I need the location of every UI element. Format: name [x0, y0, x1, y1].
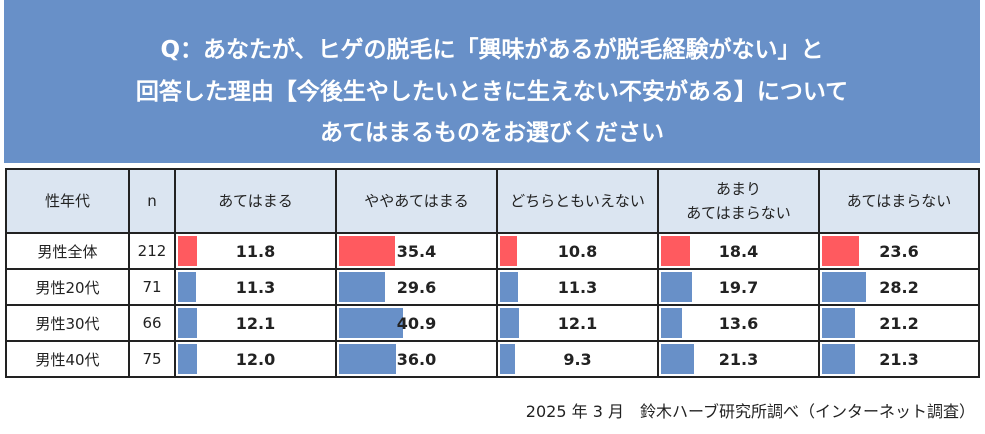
table-row: 男性40代 75 12.0 36.0 9.3 21.3 21.3 [5, 340, 980, 378]
value-cell: 12.0 [174, 340, 337, 378]
value-bar [822, 344, 856, 374]
value-bar [822, 236, 860, 266]
value-bar [178, 344, 197, 374]
value-bar [178, 236, 197, 266]
value-bar [661, 272, 692, 302]
title-line-2: 回答した理由【今後生やしたいときに生えない不安がある】について [135, 79, 849, 105]
value-label: 13.6 [718, 313, 759, 333]
value-cell: 10.8 [496, 232, 659, 270]
value-label: 23.6 [879, 241, 919, 261]
column-header: あてはまる [174, 168, 337, 234]
value-bar [339, 272, 386, 302]
column-header: あまり あてはまらない [657, 168, 820, 234]
value-cell: 11.8 [174, 232, 337, 270]
value-label: 11.3 [557, 277, 598, 297]
value-bar [339, 236, 395, 266]
row-label: 男性全体 [5, 232, 130, 270]
value-label: 35.4 [396, 241, 437, 261]
column-header: n [128, 168, 176, 234]
row-label: 男性40代 [5, 340, 130, 378]
value-cell: 12.1 [496, 304, 659, 342]
value-label: 18.4 [718, 241, 759, 261]
value-cell: 21.3 [657, 340, 820, 378]
value-label: 40.9 [396, 313, 437, 333]
value-cell: 11.3 [174, 268, 337, 306]
value-bar [661, 308, 683, 338]
value-label: 36.0 [396, 349, 437, 369]
table-row: 男性全体 212 11.8 35.4 10.8 18.4 23.6 [5, 232, 980, 270]
value-cell: 11.3 [496, 268, 659, 306]
value-bar [339, 308, 404, 338]
value-bar [178, 272, 196, 302]
column-header: あてはまらない [818, 168, 980, 234]
value-cell: 35.4 [335, 232, 498, 270]
question-header: Q：あなたが、ヒゲの脱毛に「興味があるが脱毛経験がない」と 回答した理由【今後生… [4, 0, 980, 163]
title-line-3: あてはまるものをお選びください [319, 120, 665, 146]
sample-size: 66 [128, 304, 176, 342]
column-header: 性年代 [5, 168, 130, 234]
value-bar [822, 308, 856, 338]
value-label: 29.6 [396, 277, 437, 297]
sample-size: 212 [128, 232, 176, 270]
value-cell: 40.9 [335, 304, 498, 342]
sample-size: 71 [128, 268, 176, 306]
value-bar [178, 308, 197, 338]
value-bar [500, 272, 518, 302]
value-label: 28.2 [879, 277, 919, 297]
value-label: 12.1 [557, 313, 598, 333]
value-bar [822, 272, 867, 302]
value-label: 9.3 [563, 349, 592, 369]
results-table: 性年代 n あてはまる ややあてはまる どちらともいえない あまり あてはまらない あてはま… [5, 168, 980, 378]
value-cell: 21.3 [818, 340, 980, 378]
value-label: 21.3 [718, 349, 759, 369]
value-label: 11.3 [235, 277, 276, 297]
value-bar [500, 236, 517, 266]
source-footer: 2025 年 3 月 鈴木ハーブ研究所調べ（インターネット調査） [525, 402, 975, 421]
title-line-1: Q：あなたが、ヒゲの脱毛に「興味があるが脱毛経験がない」と [160, 37, 824, 63]
value-label: 12.0 [235, 349, 276, 369]
column-header: どちらともいえない [496, 168, 659, 234]
value-cell: 21.2 [818, 304, 980, 342]
value-bar [339, 344, 396, 374]
value-label: 12.1 [235, 313, 276, 333]
value-bar [500, 344, 515, 374]
value-bar [661, 236, 690, 266]
value-cell: 29.6 [335, 268, 498, 306]
value-cell: 13.6 [657, 304, 820, 342]
row-label: 男性30代 [5, 304, 130, 342]
value-label: 21.2 [879, 313, 919, 333]
value-cell: 19.7 [657, 268, 820, 306]
table-row: 男性30代 66 12.1 40.9 12.1 13.6 21.2 [5, 304, 980, 342]
value-label: 11.8 [235, 241, 276, 261]
sample-size: 75 [128, 340, 176, 378]
value-cell: 12.1 [174, 304, 337, 342]
table-row: 男性20代 71 11.3 29.6 11.3 19.7 28.2 [5, 268, 980, 306]
value-label: 19.7 [718, 277, 759, 297]
value-bar [661, 344, 695, 374]
value-label: 10.8 [557, 241, 598, 261]
value-label: 21.3 [879, 349, 919, 369]
value-cell: 18.4 [657, 232, 820, 270]
value-cell: 28.2 [818, 268, 980, 306]
row-label: 男性20代 [5, 268, 130, 306]
value-bar [500, 308, 519, 338]
value-cell: 36.0 [335, 340, 498, 378]
column-header: ややあてはまる [335, 168, 498, 234]
value-cell: 9.3 [496, 340, 659, 378]
value-cell: 23.6 [818, 232, 980, 270]
